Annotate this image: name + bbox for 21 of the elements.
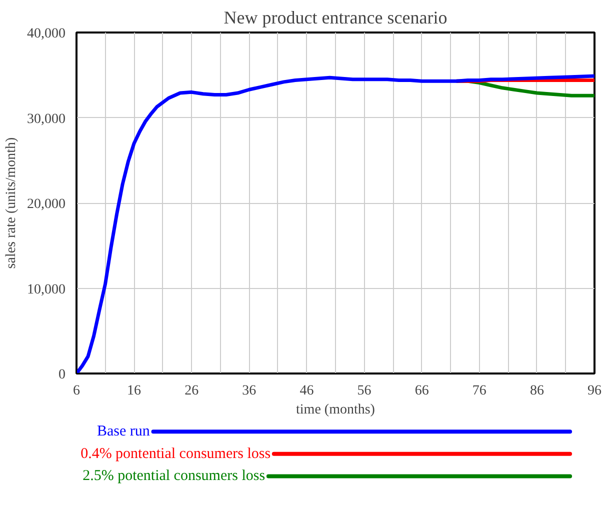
chart-title: New product entrance scenario <box>224 8 448 28</box>
x-tick-label: 76 <box>472 384 486 398</box>
y-tick-label: 30,000 <box>27 112 66 127</box>
y-tick-label: 40,000 <box>27 26 66 42</box>
x-tick-label: 26 <box>184 384 199 398</box>
x-tick-label: 56 <box>357 384 372 398</box>
y-axis-title: sales rate (units/month) <box>4 136 19 269</box>
text: 2.5% potential consumers loss <box>82 468 266 484</box>
x-tick-label: 16 <box>127 384 142 398</box>
x-tick-label: 66 <box>414 384 429 398</box>
text: Base run <box>96 424 150 440</box>
y-tick-label: 20,000 <box>27 197 66 212</box>
x-tick-label: 86 <box>530 384 544 398</box>
y-tick-label: 0 <box>58 368 66 382</box>
x-tick-label: 96 <box>588 384 602 398</box>
text: 0.4% pontential consumers loss <box>80 446 271 462</box>
y-tick-label: 10,000 <box>27 282 66 298</box>
x-tick-label: 36 <box>242 384 256 398</box>
x-axis-title: time (months) <box>296 402 376 418</box>
x-tick-label: 46 <box>300 384 314 398</box>
x-tick-label: 6 <box>73 384 80 398</box>
